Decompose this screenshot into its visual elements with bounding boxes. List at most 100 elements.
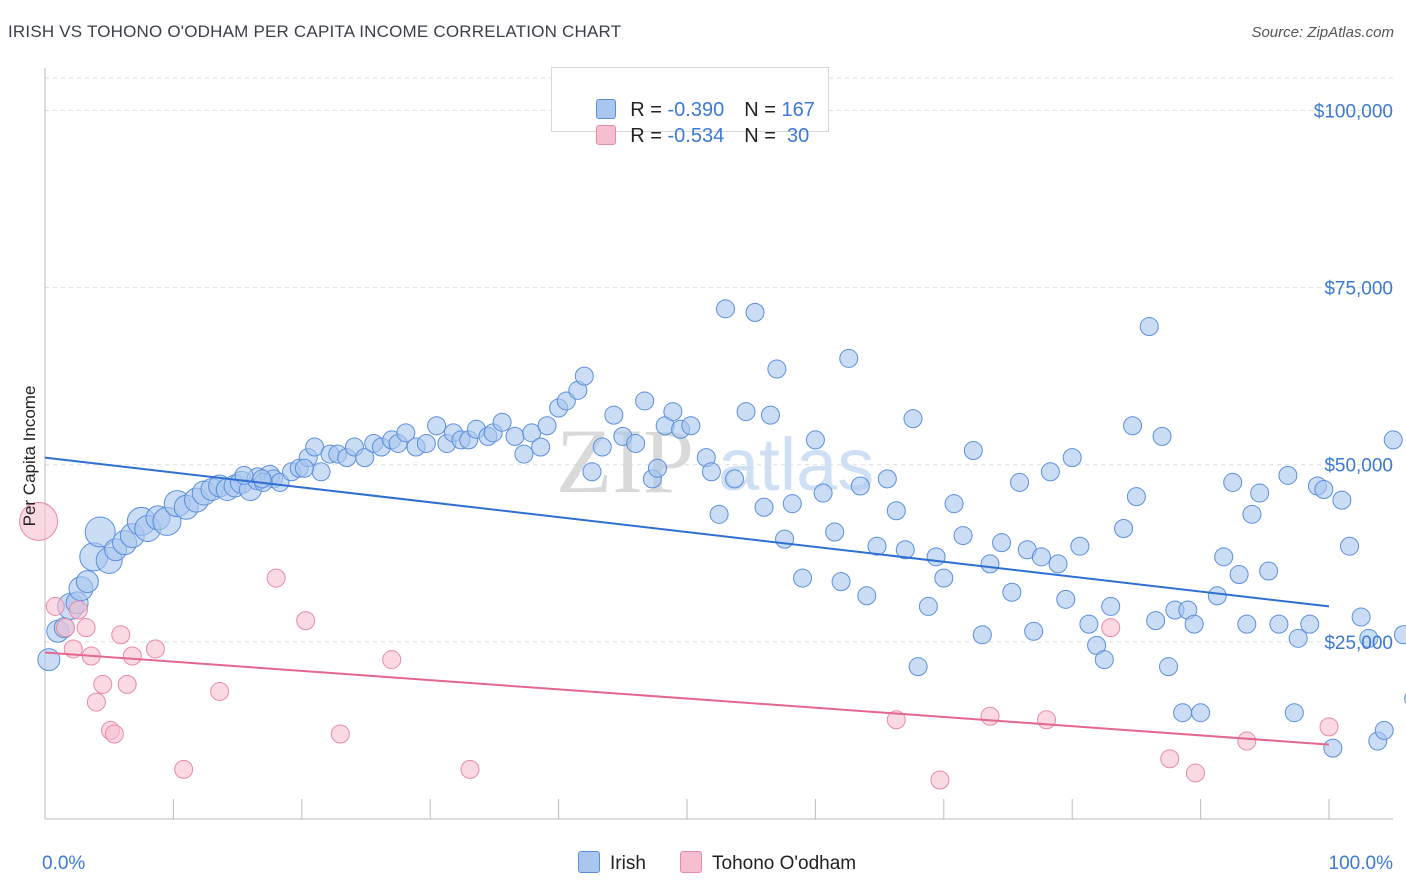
irish-point-39 [294,458,314,478]
irish-point-95 [805,430,825,450]
irish-point-37 [305,437,325,457]
bottom-legend-tohono: Tohono O'odham [680,851,856,875]
irish-point-150 [1259,561,1279,581]
tohono-swatch [596,125,617,145]
tohono-point-19 [330,724,350,744]
irish-point-103 [877,469,897,489]
irish-point-63 [522,423,542,443]
irish-point-129 [1094,650,1114,670]
irish-point-118 [1010,472,1030,492]
irish-point-105 [895,540,915,560]
irish-point-79 [663,402,683,422]
irish-point-114 [972,625,992,645]
irish-point-62 [514,444,534,464]
legend-row-irish: R = -0.390 N = 167 [574,76,815,121]
tohono-point-27 [1160,749,1180,769]
trend-lines [44,456,1330,746]
irish-point-155 [1300,614,1320,634]
tohono-point-30 [1319,717,1339,737]
irish-point-97 [825,522,845,542]
irish-point-96 [813,483,833,503]
bottom-tohono-swatch [680,851,702,873]
irish-point-123 [1048,554,1068,574]
tohono-point-8 [93,674,113,694]
irish-points [37,299,1406,758]
irish-point-108 [918,596,938,616]
irish-point-142 [1191,703,1211,723]
tohono-point-4 [68,600,88,620]
irish-swatch [596,99,617,119]
irish-point-75 [635,391,655,411]
irish-point-44 [355,448,375,468]
tohono-point-5 [76,618,96,638]
irish-point-133 [1126,487,1146,507]
irish-point-64 [531,437,551,457]
y-tick-label-3: $100,000 [1314,101,1393,122]
irish-r-label: R = [630,99,668,121]
tohono-point-20 [382,650,402,670]
irish-point-161 [1351,607,1371,627]
irish-point-166 [1393,625,1406,645]
tohono-point-7 [86,692,106,712]
irish-point-146 [1229,565,1249,585]
irish-point-70 [582,462,602,482]
watermark-atlas: atlas [718,423,874,506]
irish-point-109 [926,547,946,567]
irish-point-83 [701,462,721,482]
stats-legend: R = -0.390 N = 167 R = -0.534 N = 30 [551,67,829,147]
irish-point-116 [992,533,1012,553]
irish-point-93 [782,494,802,514]
tohono-point-26 [1101,618,1121,638]
tohono-point-1 [45,596,65,616]
irish-point-162 [1359,628,1379,648]
irish-point-113 [963,441,983,461]
irish-point-115 [980,554,1000,574]
source-credit: Source: ZipAtlas.com [1251,24,1394,41]
irish-point-51 [416,433,436,453]
tohono-n-value: 30 [781,125,810,147]
irish-point-158 [1323,738,1343,758]
irish-point-89 [754,497,774,517]
irish-point-132 [1123,416,1143,436]
irish-point-77 [647,458,667,478]
irish-point-84 [709,504,729,524]
irish-point-157 [1314,480,1334,500]
irish-point-101 [857,586,877,606]
chart-title: IRISH VS TOHONO O'ODHAM PER CAPITA INCOM… [8,22,622,41]
tohono-point-11 [111,625,131,645]
legend-row-tohono: R = -0.534 N = 30 [574,102,809,147]
tohono-point-28 [1185,763,1205,783]
irish-point-121 [1031,547,1051,567]
irish-point-61 [505,426,525,446]
y-tick-labels: $25,000 $50,000 $75,000 $100,000 [1314,101,1393,653]
irish-point-88 [745,302,765,322]
irish-point-85 [716,299,736,319]
irish-point-86 [725,469,745,489]
y-axis-label: Per Capita Income [20,386,39,527]
irish-point-135 [1146,611,1166,631]
tohono-point-29 [1237,731,1257,751]
tohono-point-2 [56,618,76,638]
irish-point-92 [775,529,795,549]
irish-point-102 [867,536,887,556]
irish-point-52 [427,416,447,436]
irish-point-110 [934,568,954,588]
tohono-point-24 [980,706,1000,726]
irish-point-143 [1207,586,1227,606]
irish-point-91 [767,359,787,379]
tohono-n-label: N = [744,125,782,147]
irish-point-152 [1278,465,1298,485]
irish-point-111 [944,494,964,514]
irish-point-87 [736,402,756,422]
tohono-trend-line [44,651,1330,746]
irish-point-98 [831,572,851,592]
irish-point-159 [1332,490,1352,510]
irish-point-136 [1152,426,1172,446]
x-tick-label-max: 100.0% [1329,853,1394,874]
irish-point-125 [1062,448,1082,468]
tohono-point-10 [104,724,124,744]
tohono-point-25 [1037,710,1057,730]
irish-point-100 [850,476,870,496]
irish-trend-line [44,456,1330,608]
